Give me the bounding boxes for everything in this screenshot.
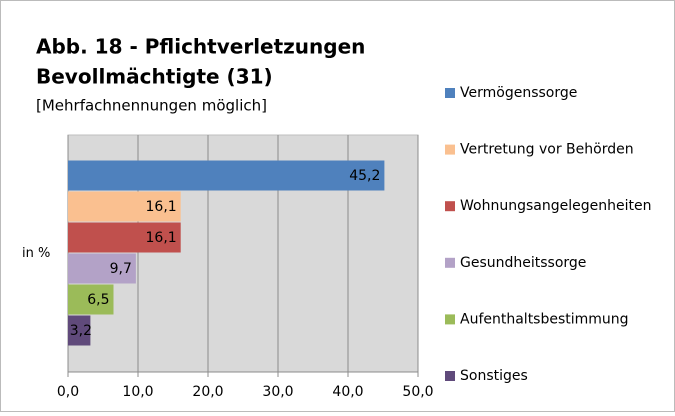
legend-label: Vertretung vor Behörden (460, 142, 634, 158)
legend-label: Sonstiges (460, 368, 528, 384)
legend-swatch (445, 371, 455, 381)
legend-swatch (445, 88, 455, 98)
data-label: 45,2 (349, 168, 380, 184)
x-tick-label: 30,0 (262, 384, 293, 400)
x-tick-label: 10,0 (122, 384, 153, 400)
data-label: 16,1 (146, 230, 177, 246)
bar (68, 222, 181, 253)
data-label: 6,5 (87, 292, 109, 308)
bar (68, 160, 385, 191)
bar (68, 284, 114, 315)
legend-swatch (445, 144, 455, 155)
x-tick-label: 20,0 (192, 384, 223, 400)
bar (68, 253, 136, 284)
x-tick-label: 0,0 (57, 384, 79, 400)
chart-title: Bevollmächtigte (31) (36, 65, 273, 89)
chart-title: Abb. 18 - Pflichtverletzungen (36, 35, 365, 59)
chart-subtitle: [Mehrfachnennungen möglich] (36, 97, 267, 115)
legend-label: Vermögenssorge (460, 85, 577, 101)
data-label: 3,2 (70, 323, 92, 339)
data-label: 16,1 (146, 199, 177, 215)
data-label: 9,7 (110, 261, 132, 277)
bar (68, 191, 181, 222)
legend-label: Aufenthaltsbestimmung (460, 311, 629, 327)
legend-label: Wohnungsangelegenheiten (460, 198, 651, 214)
legend-swatch (445, 257, 455, 268)
y-tick-label: in % (22, 246, 50, 261)
legend-label: Gesundheitssorge (460, 255, 586, 271)
x-tick-label: 50,0 (402, 384, 433, 400)
legend-swatch (445, 314, 455, 325)
x-tick-label: 40,0 (332, 384, 363, 400)
bar (68, 315, 91, 346)
legend-swatch (445, 201, 455, 212)
